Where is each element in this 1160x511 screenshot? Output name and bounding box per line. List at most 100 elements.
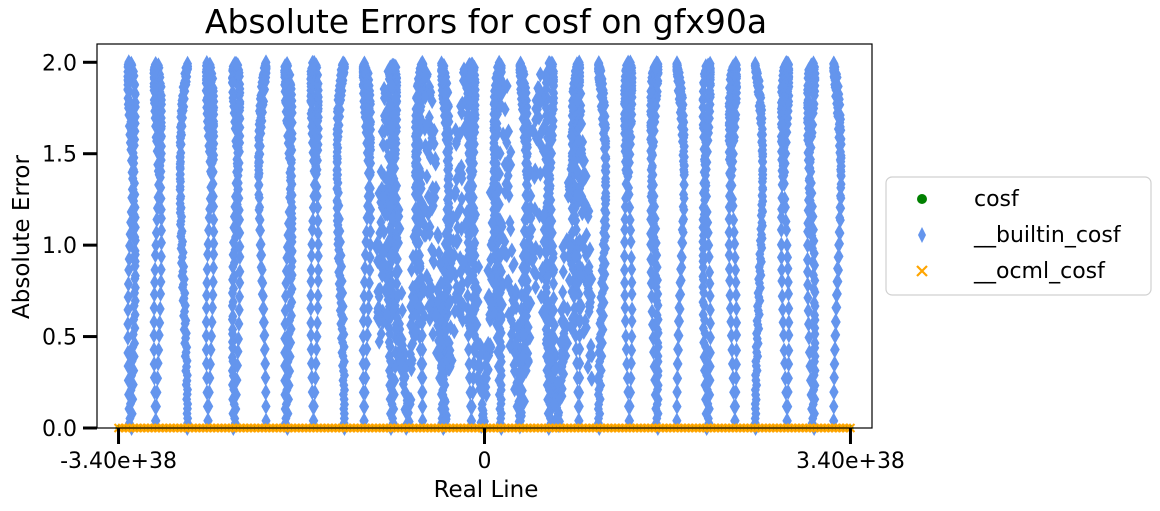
point-builtin-cosf bbox=[781, 398, 791, 415]
point-builtin-cosf bbox=[366, 155, 376, 172]
point-builtin-cosf bbox=[365, 236, 375, 253]
point-builtin-cosf bbox=[124, 82, 134, 99]
point-builtin-cosf bbox=[175, 119, 185, 136]
point-builtin-cosf bbox=[521, 116, 531, 133]
point-builtin-cosf bbox=[177, 223, 187, 240]
point-builtin-cosf bbox=[124, 93, 134, 110]
point-builtin-cosf bbox=[150, 398, 160, 415]
point-builtin-cosf bbox=[152, 211, 162, 228]
point-builtin-cosf bbox=[209, 223, 219, 240]
point-builtin-cosf bbox=[208, 188, 218, 205]
point-builtin-cosf bbox=[418, 369, 428, 386]
point-builtin-cosf bbox=[673, 370, 683, 387]
point-builtin-cosf bbox=[620, 248, 630, 265]
point-builtin-cosf bbox=[731, 398, 741, 415]
point-builtin-cosf bbox=[229, 234, 239, 251]
point-builtin-cosf bbox=[155, 314, 165, 331]
point-builtin-cosf bbox=[444, 199, 454, 216]
point-builtin-cosf bbox=[201, 300, 211, 317]
point-builtin-cosf bbox=[182, 60, 192, 77]
point-builtin-cosf bbox=[130, 175, 140, 192]
point-builtin-cosf bbox=[385, 338, 395, 355]
y-tick-label: 1.5 bbox=[42, 143, 77, 168]
point-builtin-cosf bbox=[261, 355, 271, 372]
point-builtin-cosf bbox=[176, 188, 186, 205]
point-builtin-cosf bbox=[182, 352, 192, 369]
legend-label-cosf: cosf bbox=[974, 187, 1020, 212]
point-builtin-cosf bbox=[306, 341, 316, 358]
point-builtin-cosf bbox=[366, 223, 376, 240]
legend-marker-cosf bbox=[917, 194, 927, 204]
point-builtin-cosf bbox=[339, 396, 349, 413]
point-builtin-cosf bbox=[333, 100, 343, 117]
point-builtin-cosf bbox=[313, 212, 323, 229]
point-builtin-cosf bbox=[152, 143, 162, 160]
point-builtin-cosf bbox=[313, 262, 323, 279]
point-builtin-cosf bbox=[228, 325, 238, 342]
point-builtin-cosf bbox=[333, 166, 343, 183]
point-builtin-cosf bbox=[306, 300, 316, 317]
point-builtin-cosf bbox=[130, 270, 140, 287]
point-builtin-cosf bbox=[830, 342, 840, 359]
point-builtin-cosf bbox=[287, 221, 297, 238]
point-builtin-cosf bbox=[129, 311, 139, 328]
point-builtin-cosf bbox=[149, 313, 159, 330]
point-builtin-cosf bbox=[153, 163, 163, 180]
point-builtin-cosf bbox=[286, 154, 296, 171]
point-builtin-cosf bbox=[332, 136, 342, 153]
point-builtin-cosf bbox=[386, 381, 396, 398]
point-builtin-cosf bbox=[149, 356, 159, 373]
point-builtin-cosf bbox=[418, 398, 428, 415]
point-builtin-cosf bbox=[203, 236, 213, 253]
point-builtin-cosf bbox=[364, 275, 374, 292]
point-builtin-cosf bbox=[258, 288, 268, 305]
point-builtin-cosf bbox=[334, 211, 344, 228]
point-builtin-cosf bbox=[202, 287, 212, 304]
point-builtin-cosf bbox=[130, 199, 140, 216]
point-builtin-cosf bbox=[308, 212, 318, 229]
point-builtin-cosf bbox=[177, 208, 187, 225]
point-builtin-cosf bbox=[418, 341, 428, 358]
point-builtin-cosf bbox=[496, 339, 506, 356]
point-builtin-cosf bbox=[829, 369, 839, 386]
point-builtin-cosf bbox=[152, 133, 162, 150]
point-builtin-cosf bbox=[522, 136, 532, 153]
point-builtin-cosf bbox=[154, 176, 164, 193]
point-builtin-cosf bbox=[130, 186, 140, 203]
point-builtin-cosf bbox=[228, 367, 238, 384]
point-builtin-cosf bbox=[285, 312, 295, 329]
point-builtin-cosf bbox=[307, 125, 317, 142]
point-builtin-cosf bbox=[233, 139, 243, 156]
point-builtin-cosf bbox=[205, 370, 215, 387]
point-builtin-cosf bbox=[388, 410, 398, 427]
point-builtin-cosf bbox=[156, 87, 166, 104]
point-builtin-cosf bbox=[152, 200, 162, 217]
point-builtin-cosf bbox=[339, 382, 349, 399]
point-builtin-cosf bbox=[261, 398, 271, 415]
point-builtin-cosf bbox=[574, 398, 584, 415]
point-builtin-cosf bbox=[149, 327, 159, 344]
point-builtin-cosf bbox=[362, 341, 372, 358]
point-builtin-cosf bbox=[254, 154, 264, 171]
point-builtin-cosf bbox=[306, 273, 316, 290]
legend-label-ocml-cosf: __ocml_cosf bbox=[973, 259, 1106, 284]
point-builtin-cosf bbox=[209, 211, 219, 228]
point-builtin-cosf bbox=[332, 148, 342, 165]
point-builtin-cosf bbox=[307, 134, 317, 151]
point-builtin-cosf bbox=[442, 283, 452, 300]
point-builtin-cosf bbox=[208, 287, 218, 304]
point-builtin-cosf bbox=[255, 199, 265, 216]
point-builtin-cosf bbox=[209, 118, 219, 135]
point-builtin-cosf bbox=[283, 338, 293, 355]
point-builtin-cosf bbox=[209, 235, 219, 252]
point-builtin-cosf bbox=[387, 396, 397, 413]
point-builtin-cosf bbox=[333, 184, 343, 201]
point-builtin-cosf bbox=[287, 168, 297, 185]
chart-title: Absolute Errors for cosf on gfx90a bbox=[205, 2, 767, 41]
plot-area bbox=[96, 43, 873, 436]
point-builtin-cosf bbox=[307, 369, 317, 386]
point-builtin-cosf bbox=[672, 398, 682, 415]
point-builtin-cosf bbox=[777, 288, 787, 305]
point-builtin-cosf bbox=[366, 141, 376, 158]
